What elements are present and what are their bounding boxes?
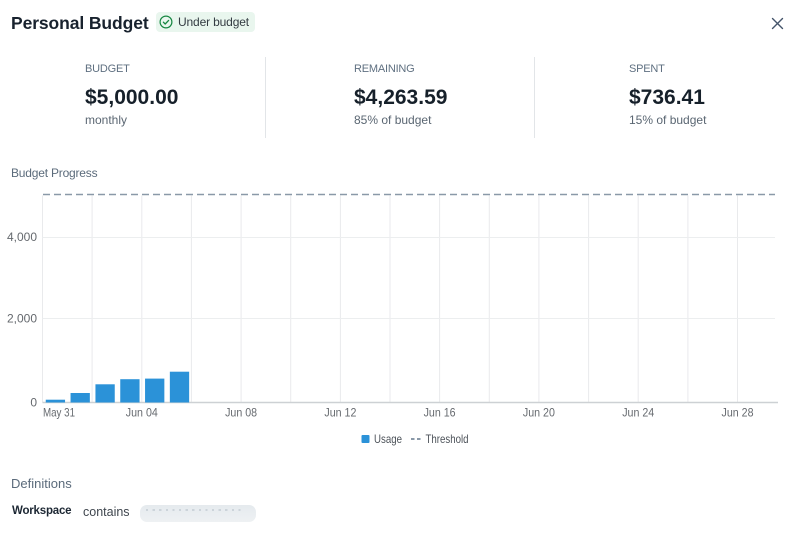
svg-text:0: 0 (30, 396, 37, 410)
svg-text:Jun 24: Jun 24 (622, 405, 654, 419)
svg-text:Jun 08: Jun 08 (225, 405, 257, 419)
svg-text:Jun 04: Jun 04 (126, 405, 158, 419)
svg-text:2,000: 2,000 (7, 312, 37, 326)
svg-text:Jun 16: Jun 16 (424, 405, 456, 419)
svg-text:Usage: Usage (374, 432, 402, 446)
svg-text:Jun 12: Jun 12 (324, 405, 356, 419)
svg-text:Jun 20: Jun 20 (523, 405, 555, 419)
svg-text:May 31: May 31 (43, 405, 75, 419)
svg-text:4,000: 4,000 (7, 230, 37, 244)
svg-text:Jun 28: Jun 28 (722, 405, 754, 419)
svg-text:Threshold: Threshold (426, 432, 469, 446)
